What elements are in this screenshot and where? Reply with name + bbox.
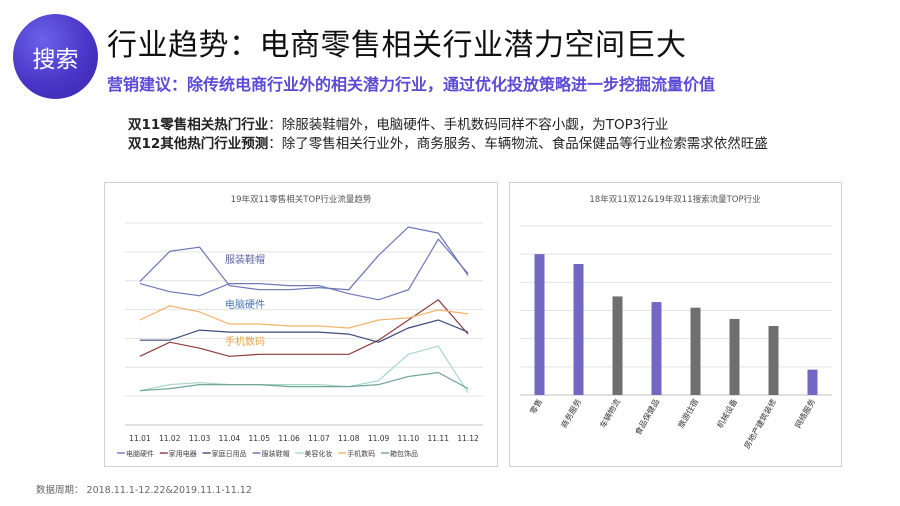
legend-label: 家用电器: [169, 449, 197, 458]
line-chart: 19年双11零售相关TOP行业流量趋势 11.01 11.02 11.03 11.04…: [117, 194, 483, 458]
note-2-text: ：除了零售相关行业外，商务服务、车辆物流、食品保健品等行业检索需求依然旺盛: [268, 136, 768, 152]
legend-label: 手机数码: [347, 449, 375, 458]
series-line-3: [139, 226, 469, 291]
line-chart-title: 19年双11零售相关TOP行业流量趋势: [231, 194, 372, 205]
category-label: 机械设备: [715, 397, 740, 430]
data-period-note: 数据周期： 2018.11.1-12.22&2019.11.1-11.12: [36, 485, 252, 496]
x-tick-label: 11.07: [308, 434, 330, 443]
x-tick-label: 11.04: [219, 434, 241, 443]
note-2-heading: 双12其他热门行业预测: [128, 136, 269, 152]
category-label: 食品保健品: [633, 397, 662, 437]
legend-label: 美容化妆: [304, 449, 332, 458]
insight-notes: 双11零售相关热门行业：除服装鞋帽外，电脑硬件、手机数码同样不容小觑，为TOP3…: [128, 116, 768, 154]
bar: [729, 318, 740, 395]
series-annotation: 服装鞋帽: [225, 253, 265, 266]
search-badge: 搜索: [13, 14, 98, 99]
bar: [612, 296, 623, 395]
series-annotation: 电脑硬件: [225, 298, 265, 311]
series-line-0: [139, 238, 469, 301]
badge-label: 搜索: [32, 46, 79, 73]
x-tick-label: 11.06: [278, 434, 300, 443]
x-tick-label: 11.03: [189, 434, 211, 443]
note-1-text: ：除服装鞋帽外，电脑硬件、手机数码同样不容小觑，为TOP3行业: [268, 117, 669, 133]
series-line-5: [139, 305, 469, 329]
category-label: 网络服务: [793, 397, 818, 430]
legend-label: 家庭日用品: [212, 449, 247, 458]
bar-chart-panel: 18年双11双12&19年双11搜索流量TOP行业 零售 商务服务 车辆物流 食品保健…: [509, 182, 842, 467]
legend-label: 箱包饰品: [390, 449, 418, 458]
series-annotation: 手机数码: [225, 335, 265, 348]
bar: [807, 369, 818, 395]
note-1-heading: 双11零售相关热门行业: [128, 117, 269, 133]
bar: [651, 302, 662, 395]
bar: [768, 325, 779, 395]
series-line-2: [139, 319, 469, 343]
bar: [573, 264, 584, 395]
page-subtitle: 营销建议：除传统电商行业外的相关潜力行业，通过优化投放策略进一步挖掘流量价值: [107, 75, 716, 94]
bar-chart-title: 18年双11双12&19年双11搜索流量TOP行业: [589, 194, 760, 205]
line-chart-panel: 19年双11零售相关TOP行业流量趋势 11.01 11.02 11.03 11.04…: [104, 182, 498, 467]
x-tick-label: 11.02: [159, 434, 181, 443]
legend-label: 电脑硬件: [126, 449, 154, 458]
bar-chart: 18年双11双12&19年双11搜索流量TOP行业 零售 商务服务 车辆物流 食品保健…: [520, 194, 832, 450]
series-line-4: [139, 345, 469, 394]
category-label: 商务服务: [559, 397, 584, 430]
x-tick-label: 11.12: [457, 434, 479, 443]
category-label: 旅游住宿: [676, 397, 701, 430]
category-label: 零售: [528, 397, 545, 416]
note-line-1: 双11零售相关热门行业：除服装鞋帽外，电脑硬件、手机数码同样不容小觑，为TOP3…: [128, 116, 768, 135]
series-line-1: [139, 299, 469, 357]
category-label: 车辆物流: [598, 397, 623, 430]
x-tick-label: 11.11: [428, 434, 450, 443]
series-line-6: [139, 371, 469, 392]
category-label: 房地产建筑装修: [742, 397, 779, 450]
x-tick-label: 11.10: [398, 434, 420, 443]
x-tick-label: 11.05: [249, 434, 271, 443]
bar: [534, 254, 545, 395]
x-tick-label: 11.09: [368, 434, 390, 443]
note-line-2: 双12其他热门行业预测：除了零售相关行业外，商务服务、车辆物流、食品保健品等行业…: [128, 135, 768, 154]
x-tick-label: 11.01: [129, 434, 151, 443]
bar: [690, 307, 701, 395]
x-tick-label: 11.08: [338, 434, 360, 443]
legend-label: 服装鞋帽: [262, 449, 290, 458]
page-title: 行业趋势：电商零售相关行业潜力空间巨大: [107, 28, 687, 63]
